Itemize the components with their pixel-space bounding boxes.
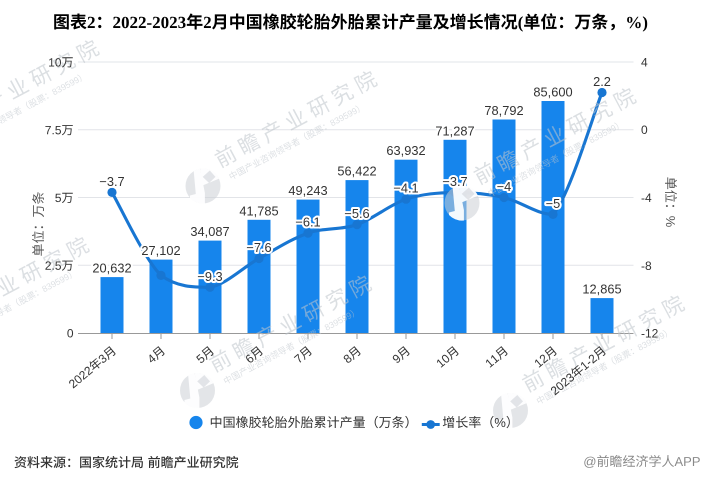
svg-text:12,865: 12,865 bbox=[582, 282, 621, 297]
svg-text:56,422: 56,422 bbox=[337, 164, 376, 179]
svg-text:85,600: 85,600 bbox=[533, 85, 572, 100]
svg-text:-12: -12 bbox=[641, 327, 659, 341]
svg-text:71,287: 71,287 bbox=[435, 123, 474, 138]
svg-text:−4.1: −4.1 bbox=[393, 181, 418, 196]
svg-text:−7.6: −7.6 bbox=[246, 240, 271, 255]
svg-text:−5: −5 bbox=[546, 196, 561, 211]
svg-text:−3.7: −3.7 bbox=[442, 174, 467, 189]
svg-text:−9.3: −9.3 bbox=[197, 269, 222, 284]
svg-text:0: 0 bbox=[67, 327, 74, 341]
svg-text:27,102: 27,102 bbox=[141, 243, 180, 258]
svg-text:-8: -8 bbox=[641, 259, 652, 273]
svg-text:49,243: 49,243 bbox=[288, 183, 327, 198]
svg-text:-4: -4 bbox=[641, 191, 652, 205]
svg-text:0: 0 bbox=[641, 123, 648, 137]
svg-text:41,785: 41,785 bbox=[239, 203, 278, 218]
svg-text:78,792: 78,792 bbox=[484, 103, 523, 118]
svg-text:−6.1: −6.1 bbox=[295, 215, 320, 230]
svg-text:4: 4 bbox=[641, 56, 648, 70]
svg-text:34,087: 34,087 bbox=[190, 224, 229, 239]
svg-text:63,932: 63,932 bbox=[386, 143, 425, 158]
svg-text:−5.6: −5.6 bbox=[344, 206, 369, 221]
svg-text:−4: −4 bbox=[497, 179, 512, 194]
svg-text:20,632: 20,632 bbox=[92, 261, 131, 276]
svg-text:2.2: 2.2 bbox=[593, 74, 611, 89]
svg-text:−3.7: −3.7 bbox=[99, 174, 124, 189]
